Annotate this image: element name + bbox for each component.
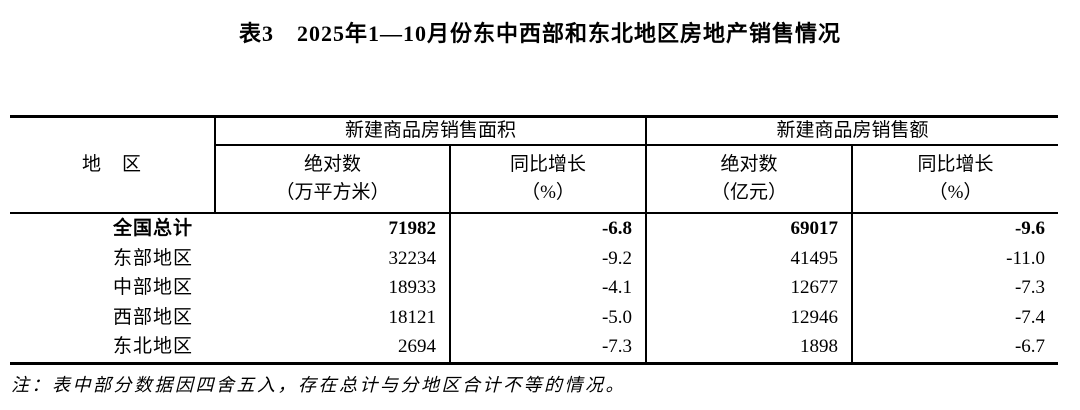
- region-cell: 东北地区: [112, 336, 193, 358]
- column-header-unit: （亿元）: [711, 182, 788, 203]
- table-body: 全国总计 71982 -6.8 69017 -9.6 东部地区 32234 -9…: [10, 213, 1058, 364]
- column-header-unit: （%）: [928, 182, 983, 203]
- value-yoy-cell: -9.6: [1014, 217, 1046, 239]
- group-header-sales-value: 新建商品房销售额: [646, 116, 1059, 146]
- column-header-label: 同比增长: [917, 154, 994, 175]
- area-cell: 32234: [215, 243, 451, 274]
- column-header-label: 同比增长: [510, 154, 587, 175]
- column-header-value-yoy: 同比增长 （%）: [852, 145, 1059, 214]
- column-header-unit: （万平方米）: [275, 182, 390, 203]
- column-header-label: 绝对数: [303, 154, 361, 175]
- value-cell: 41495: [646, 243, 854, 274]
- table-row-west: 西部地区 18121 -5.0 12946 -7.4: [10, 302, 1058, 333]
- column-header-value-absolute: 绝对数 （亿元）: [646, 145, 854, 214]
- sub-header-row: 绝对数 （万平方米） 同比增长 （%） 绝对数 （亿元） 同比增长 （%）: [10, 145, 1059, 214]
- area-yoy-cell: -4.1: [450, 273, 648, 303]
- real-estate-sales-table: 地 区 新建商品房销售面积 新建商品房销售额 绝对数 （万平方米） 同比增长 （…: [10, 115, 1059, 365]
- group-header-row: 地 区 新建商品房销售面积 新建商品房销售额: [10, 116, 1059, 214]
- region-cell: 西部地区: [112, 306, 193, 328]
- footnote: 注：表中部分数据因四舍五入，存在总计与分地区合计不等的情况。: [11, 375, 626, 395]
- table-row-national-total: 全国总计 71982 -6.8 69017 -9.6: [10, 213, 1058, 244]
- area-yoy-cell: -5.0: [450, 302, 648, 333]
- area-yoy-cell: -9.2: [450, 243, 648, 274]
- column-header-label: 绝对数: [720, 154, 778, 175]
- value-yoy-cell: -6.7: [1014, 336, 1046, 358]
- value-cell: 12946: [646, 302, 854, 333]
- column-header-area-yoy: 同比增长 （%）: [450, 145, 648, 214]
- area-cell: 18933: [215, 273, 451, 303]
- column-header-area-absolute: 绝对数 （万平方米）: [215, 145, 451, 214]
- column-header-unit: （%）: [521, 182, 575, 203]
- column-header-region: 地 区: [10, 116, 216, 214]
- table-title: 表3 2025年1—10月份东中西部和东北地区房地产销售情况: [238, 21, 841, 46]
- value-yoy-cell: -7.3: [1014, 277, 1046, 299]
- value-cell: 12677: [646, 273, 854, 303]
- value-cell: 1898: [646, 332, 854, 364]
- region-cell: 中部地区: [112, 277, 193, 299]
- value-yoy-cell: -7.4: [1014, 306, 1046, 328]
- table-row-central: 中部地区 18933 -4.1 12677 -7.3: [10, 273, 1058, 303]
- table-row-northeast: 东北地区 2694 -7.3 1898 -6.7: [10, 332, 1058, 364]
- value-yoy-cell: -11.0: [1006, 247, 1046, 269]
- region-cell: 全国总计: [112, 217, 193, 239]
- area-cell: 18121: [215, 302, 451, 333]
- region-cell: 东部地区: [112, 247, 193, 269]
- table-row-east: 东部地区 32234 -9.2 41495 -11.0: [10, 243, 1058, 274]
- area-yoy-cell: -6.8: [450, 213, 648, 244]
- area-cell: 71982: [215, 213, 451, 244]
- value-cell: 69017: [646, 213, 854, 244]
- table-header: 地 区 新建商品房销售面积 新建商品房销售额 绝对数 （万平方米） 同比增长 （…: [10, 116, 1059, 214]
- area-yoy-cell: -7.3: [450, 332, 648, 364]
- group-header-sales-area: 新建商品房销售面积: [215, 116, 648, 146]
- area-cell: 2694: [215, 332, 451, 364]
